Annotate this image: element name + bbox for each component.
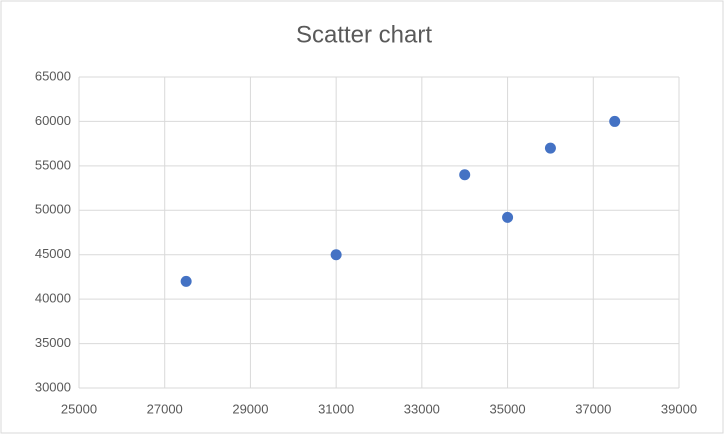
y-tick-label: 55000	[35, 157, 71, 172]
chart-title: Scatter chart	[296, 21, 432, 48]
x-tick-label: 29000	[232, 401, 268, 416]
point	[609, 115, 621, 127]
x-tick-label: 39000	[661, 401, 697, 416]
x-tick-label: 35000	[489, 401, 525, 416]
point	[502, 211, 514, 223]
point	[180, 275, 192, 287]
y-tick-label: 45000	[35, 246, 71, 261]
y-tick-label: 65000	[35, 68, 71, 83]
point	[330, 249, 342, 261]
x-tick-label: 31000	[318, 401, 354, 416]
x-tick-label: 27000	[147, 401, 183, 416]
x-tick-label: 33000	[404, 401, 440, 416]
point	[544, 142, 556, 154]
y-tick-label: 60000	[35, 113, 71, 128]
y-tick-label: 50000	[35, 202, 71, 217]
x-tick-label: 37000	[575, 401, 611, 416]
point	[459, 169, 471, 181]
y-tick-label: 30000	[35, 379, 71, 394]
x-tick-label: 25000	[61, 401, 97, 416]
y-tick-label: 35000	[35, 335, 71, 350]
y-tick-label: 40000	[35, 291, 71, 306]
